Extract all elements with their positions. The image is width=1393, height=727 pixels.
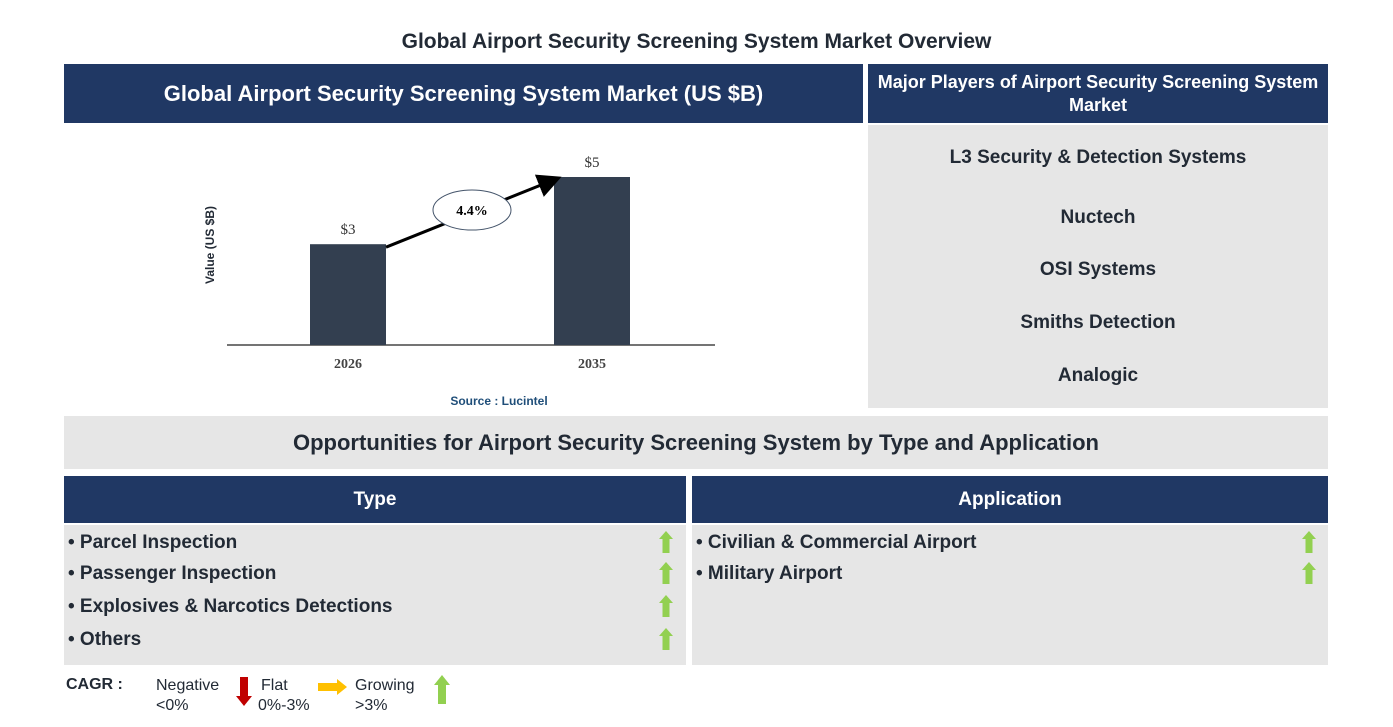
players-header: Major Players of Airport Security Screen… [868, 64, 1328, 123]
page-title: Global Airport Security Screening System… [401, 30, 992, 53]
legend-growing-label: Growing [355, 677, 415, 694]
legend-growing-range: >3% [355, 697, 388, 714]
opportunities-header: Opportunities for Airport Security Scree… [64, 416, 1328, 469]
arrow-up-icon [659, 595, 673, 617]
type-header: Type [64, 476, 686, 523]
arrow-up-icon [1302, 531, 1316, 553]
data-label: $5 [585, 155, 600, 171]
bar-2026 [310, 244, 386, 345]
x-tick-label: 2035 [578, 357, 606, 372]
players-panel [868, 125, 1328, 408]
type-panel [64, 525, 686, 665]
legend-flat: Flat 0%-3% [258, 676, 310, 716]
arrow-up-icon [659, 562, 673, 584]
player-item: Nuctech [1060, 207, 1136, 228]
type-item: • Passenger Inspection [68, 563, 277, 584]
legend-growing: Growing >3% [355, 676, 415, 716]
x-tick-label: 2026 [334, 357, 362, 372]
source-label: Source : Lucintel [450, 394, 548, 408]
type-item: • Explosives & Narcotics Detections [68, 596, 393, 617]
cagr-bubble [432, 189, 512, 231]
arrow-up-icon [434, 675, 450, 704]
cagr-label: CAGR : [66, 676, 123, 693]
arrow-up-icon [659, 531, 673, 553]
data-label: $3 [341, 222, 356, 238]
legend-flat-label: Flat [261, 677, 288, 694]
legend-negative-label: Negative [156, 677, 220, 694]
arrow-up-icon [1302, 562, 1316, 584]
arrow-up-icon [659, 628, 673, 650]
application-item: • Military Airport [696, 563, 843, 584]
player-item: L3 Security & Detection Systems [949, 147, 1247, 168]
application-header: Application [692, 476, 1328, 523]
arrow-down-icon [236, 677, 252, 706]
application-item: • Civilian & Commercial Airport [696, 532, 977, 553]
type-item: • Parcel Inspection [68, 532, 238, 553]
player-item: Analogic [1057, 365, 1139, 386]
player-item: OSI Systems [1039, 259, 1157, 280]
arrow-right-icon [318, 679, 347, 695]
legend-flat-range: 0%-3% [258, 697, 310, 714]
player-item: Smiths Detection [1020, 312, 1176, 333]
chart-header: Global Airport Security Screening System… [64, 64, 863, 123]
type-item: • Others [68, 629, 142, 650]
cagr-annotation: 4.4% [456, 204, 488, 219]
legend-negative-range: <0% [156, 697, 189, 714]
bar-chart: $3 2026 $5 2035 4.4% Value (US $B) [203, 155, 715, 372]
bar-2035 [554, 177, 630, 345]
application-panel [692, 525, 1328, 665]
y-axis-label: Value (US $B) [203, 206, 217, 284]
legend-negative: Negative <0% [156, 676, 219, 716]
